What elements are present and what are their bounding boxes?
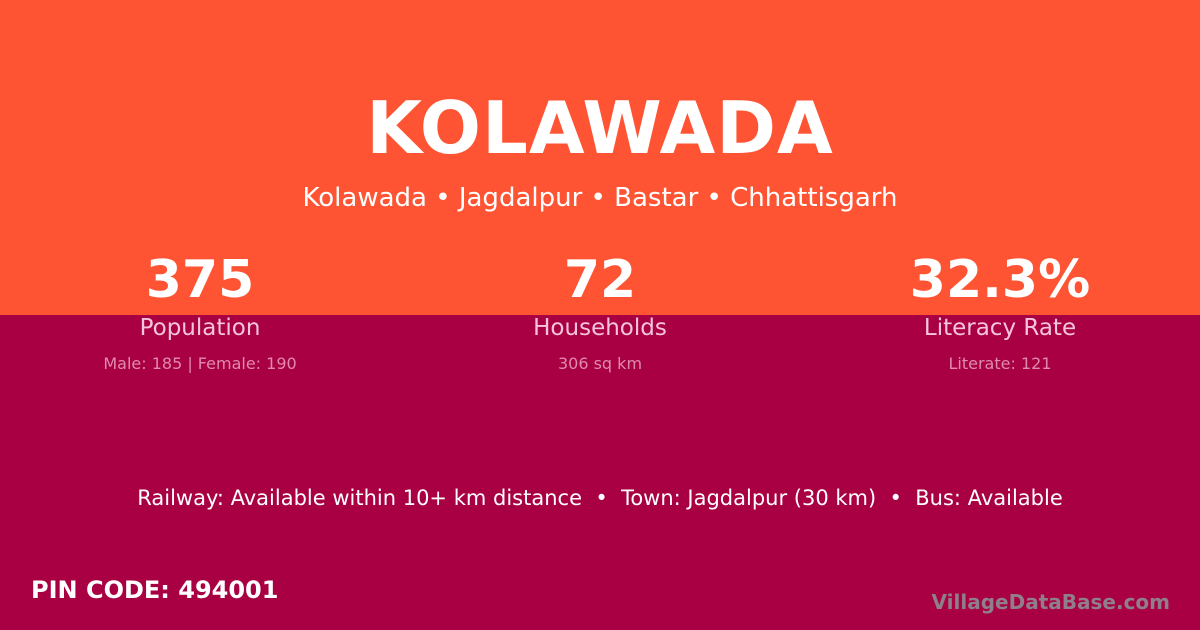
pin-code: PIN CODE: 494001 <box>31 576 279 604</box>
breadcrumb: Kolawada • Jagdalpur • Bastar • Chhattis… <box>302 183 898 213</box>
connectivity-info: Railway: Available within 10+ km distanc… <box>137 486 1063 510</box>
stat-label: Households <box>533 315 667 341</box>
stat-label: Population <box>139 315 261 341</box>
stat-label: Literacy Rate <box>923 315 1077 341</box>
brand-logo: VillageDataBase.com <box>931 590 1170 614</box>
stat-detail: Literate: 121 <box>948 354 1052 373</box>
stat-detail: 306 sq km <box>557 354 643 373</box>
stat-value: 72 <box>563 250 637 310</box>
stat-value: 32.3% <box>909 250 1091 310</box>
stat-value: 375 <box>145 250 255 310</box>
header-band <box>0 0 1200 315</box>
stat-detail: Male: 185 | Female: 190 <box>103 354 297 373</box>
village-title: KOLAWADA <box>366 86 834 170</box>
